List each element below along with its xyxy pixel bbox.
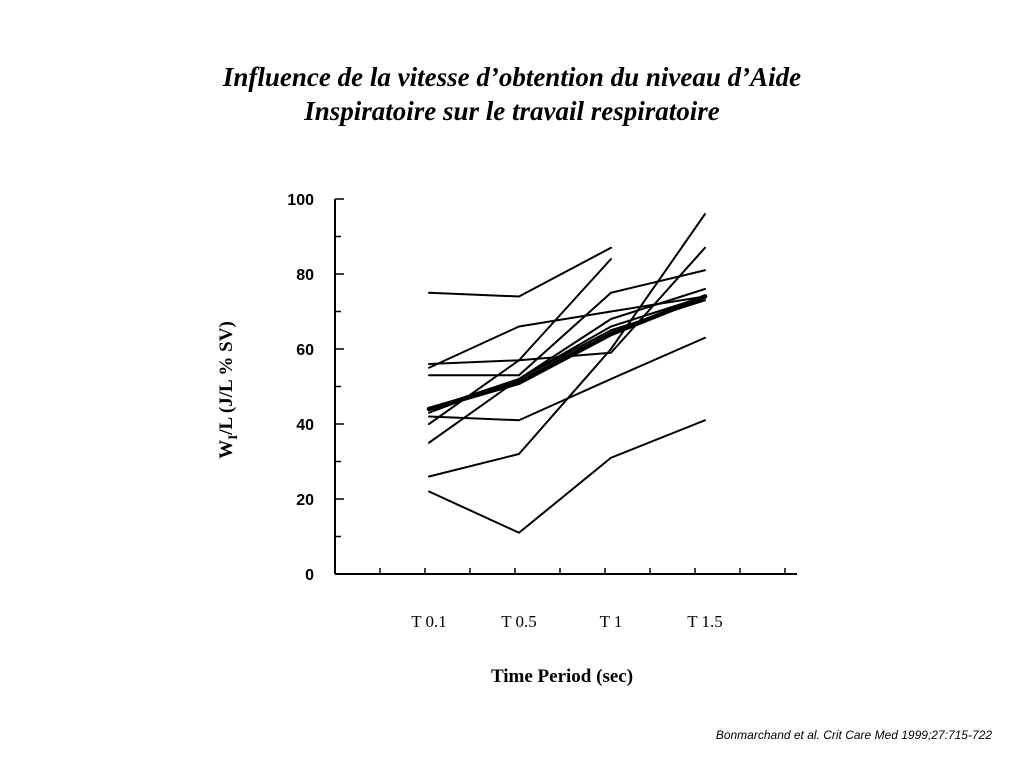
series-line <box>428 419 706 534</box>
title-line-2: Inspiratoire sur le travail respiratoire <box>304 96 720 126</box>
y-axis-label-rest: /L (J/L % SV) <box>216 321 237 436</box>
series-line <box>428 213 706 478</box>
y-tick-label: 100 <box>287 192 314 209</box>
x-tick-label: T 1 <box>600 612 623 631</box>
series-line <box>428 288 706 444</box>
mean-line <box>426 294 708 412</box>
y-axis-label-main: W <box>216 440 237 459</box>
chart-tick-labels: 0 20 40 60 80 100 T 0.1 T 0.5 T 1 T 1.5 <box>287 192 722 631</box>
x-tick-label: T 0.1 <box>411 612 447 631</box>
title-line-1: Influence de la vitesse d’obtention du n… <box>222 62 802 92</box>
y-tick-label: 0 <box>305 567 314 584</box>
x-axis-label: Time Period (sec) <box>491 666 633 687</box>
y-axis-label: WI/L (J/L % SV) <box>216 321 240 459</box>
x-tick-label: T 1.5 <box>687 612 723 631</box>
series-line <box>428 336 706 422</box>
y-tick-label: 40 <box>296 417 314 434</box>
y-tick-label: 20 <box>296 492 314 509</box>
x-tick-label: T 0.5 <box>501 612 537 631</box>
y-axis-label-sub: I <box>225 435 240 440</box>
y-tick-label: 80 <box>296 267 314 284</box>
slide-title: Influence de la vitesse d’obtention du n… <box>0 60 1024 128</box>
chart-axes <box>334 198 797 575</box>
y-tick-label: 60 <box>296 342 314 359</box>
chart-series-lines <box>426 213 708 534</box>
series-line <box>428 258 612 425</box>
citation: Bonmarchand et al. Crit Care Med 1999;27… <box>715 728 992 742</box>
series-line <box>428 246 612 298</box>
series-line <box>428 299 706 410</box>
